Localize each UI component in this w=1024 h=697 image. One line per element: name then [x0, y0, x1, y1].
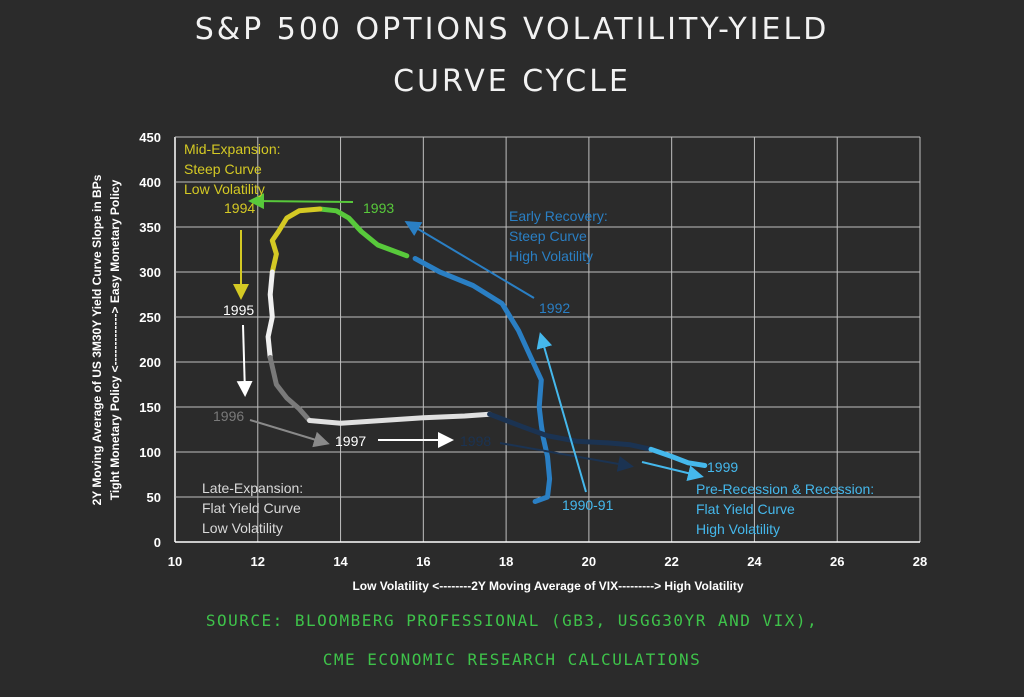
chart-canvas: 10 12 14 16 18 20 22 24 26 28 0 50 100 150 200 250 300 3… [90, 130, 927, 593]
x-axis-ticks: 10 12 14 16 18 20 22 24 26 28 [168, 554, 927, 569]
x-tick-label: 20 [582, 554, 596, 569]
early-recovery-line-3: High Volatility [509, 248, 593, 264]
annotation-pre-recession: Pre-Recession & Recession: Flat Yield Cu… [696, 481, 874, 537]
x-tick-label: 18 [499, 554, 513, 569]
late-expansion-title: Late-Expansion: [202, 480, 303, 496]
late-expansion-line-3: Low Volatility [202, 520, 283, 536]
series-line [267, 355, 312, 423]
year-label-1997: 1997 [335, 433, 366, 449]
source-line-2: CME ECONOMIC RESEARCH CALCULATIONS [322, 650, 702, 669]
year-label-1998: 1998 [460, 433, 491, 449]
x-tick-label: 14 [333, 554, 348, 569]
arrow-1995 [236, 324, 253, 397]
year-label-1994: 1994 [224, 200, 255, 216]
series-line [648, 446, 708, 468]
annotation-mid-expansion: Mid-Expansion: Steep Curve Low Volatilit… [184, 141, 281, 197]
series-line [487, 411, 654, 452]
chart-series [265, 206, 708, 504]
y-tick-label: 50 [147, 490, 161, 505]
year-label-1999: 1999 [707, 459, 738, 475]
year-labels: 1994 1993 1995 1996 1997 1998 1992 1990-… [213, 200, 738, 513]
series-line [307, 411, 493, 426]
y-axis-label-line-2: Tight Monetary Policy <-------------> Ea… [108, 179, 122, 500]
series-line [317, 206, 410, 259]
chart-title-line-1: S&P 500 OPTIONS VOLATILITY-YIELD [194, 12, 830, 47]
x-tick-label: 26 [830, 554, 844, 569]
y-tick-label: 200 [139, 355, 161, 370]
series-line [265, 269, 275, 360]
series-line [412, 256, 553, 504]
pre-recession-line-3: High Volatility [696, 521, 780, 537]
x-tick-label: 16 [416, 554, 430, 569]
y-tick-label: 300 [139, 265, 161, 280]
arrow-1992 [404, 220, 535, 299]
x-tick-label: 10 [168, 554, 182, 569]
y-tick-label: 450 [139, 130, 161, 145]
year-label-1992: 1992 [539, 300, 570, 316]
mid-expansion-line-3: Low Volatility [184, 181, 265, 197]
early-recovery-line-2: Steep Curve [509, 228, 587, 244]
arrow-1993 [248, 193, 354, 210]
mid-expansion-title: Mid-Expansion: [184, 141, 281, 157]
chart-title-line-2: CURVE CYCLE [393, 64, 631, 99]
arrow-1996 [249, 419, 330, 448]
arrow-1999 [641, 461, 704, 481]
y-tick-label: 400 [139, 175, 161, 190]
year-label-1996: 1996 [213, 408, 244, 424]
mid-expansion-line-2: Steep Curve [184, 161, 262, 177]
y-axis-ticks: 0 50 100 150 200 250 300 350 400 450 [139, 130, 161, 550]
pre-recession-line-2: Flat Yield Curve [696, 501, 795, 517]
annotation-arrows [233, 193, 704, 493]
x-tick-label: 12 [251, 554, 265, 569]
early-recovery-title: Early Recovery: [509, 208, 608, 224]
y-tick-label: 350 [139, 220, 161, 235]
x-tick-label: 22 [664, 554, 678, 569]
year-label-1993: 1993 [363, 200, 394, 216]
series-line [269, 206, 323, 275]
x-axis-label: Low Volatility <--------2Y Moving Averag… [352, 579, 743, 593]
annotation-late-expansion: Late-Expansion: Flat Yield Curve Low Vol… [202, 480, 303, 536]
year-label-1990-91: 1990-91 [562, 497, 614, 513]
y-tick-label: 150 [139, 400, 161, 415]
x-tick-label: 24 [747, 554, 762, 569]
arrow-1990-91 [536, 332, 587, 493]
annotation-early-recovery: Early Recovery: Steep Curve High Volatil… [509, 208, 608, 264]
source-line-1: SOURCE: BLOOMBERG PROFESSIONAL (GB3, USG… [205, 611, 819, 630]
y-tick-label: 0 [154, 535, 161, 550]
y-tick-label: 250 [139, 310, 161, 325]
pre-recession-title: Pre-Recession & Recession: [696, 481, 874, 497]
x-tick-label: 28 [913, 554, 927, 569]
arrow-1998 [499, 442, 634, 472]
y-axis-label-line-1: 2Y Moving Average of US 3M30Y Yield Curv… [90, 174, 104, 505]
late-expansion-line-2: Flat Yield Curve [202, 500, 301, 516]
year-label-1995: 1995 [223, 302, 254, 318]
y-tick-label: 100 [139, 445, 161, 460]
